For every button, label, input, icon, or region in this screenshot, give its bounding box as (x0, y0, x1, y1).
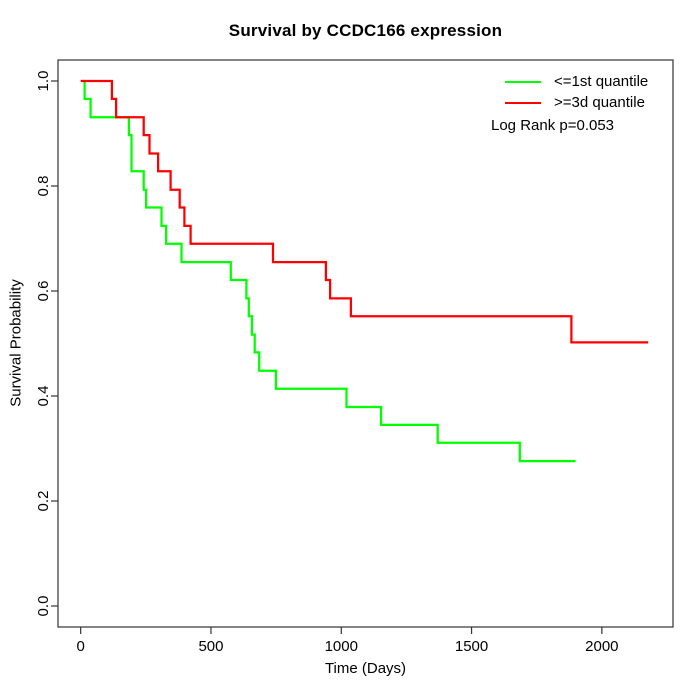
survival-curve-le-1st-quantile (80, 79, 576, 463)
y-tick-label: 0.6 (35, 281, 52, 302)
x-axis-label: Time (Days) (324, 660, 407, 677)
y-tick-label: 1.0 (35, 71, 52, 92)
legend-item-high: >=3d quantile (505, 92, 648, 113)
y-tick-label: 0.8 (35, 176, 52, 197)
log-rank-pvalue: Log Rank p=0.053 (491, 117, 615, 134)
y-tick-label: 0.0 (35, 596, 52, 617)
y-tick-label: 0.4 (35, 386, 52, 407)
legend-label-low: <=1st quantile (554, 73, 649, 90)
legend-line-red (505, 101, 541, 104)
survival-curve-ge-3d-quantile (80, 79, 649, 344)
legend-line-green (505, 80, 541, 83)
legend-label-high: >=3d quantile (554, 94, 645, 111)
legend: <=1st quantile >=3d quantile (505, 71, 648, 113)
x-tick-label: 0 (76, 638, 84, 655)
legend-item-low: <=1st quantile (505, 71, 648, 92)
x-tick-label: 2000 (585, 638, 618, 655)
plot-box (57, 59, 674, 628)
chart-title: Survival by CCDC166 expression (228, 21, 503, 40)
x-tick-label: 1000 (325, 638, 358, 655)
y-tick-label: 0.2 (35, 491, 52, 512)
x-tick-label: 1500 (455, 638, 488, 655)
x-tick-label: 500 (198, 638, 223, 655)
